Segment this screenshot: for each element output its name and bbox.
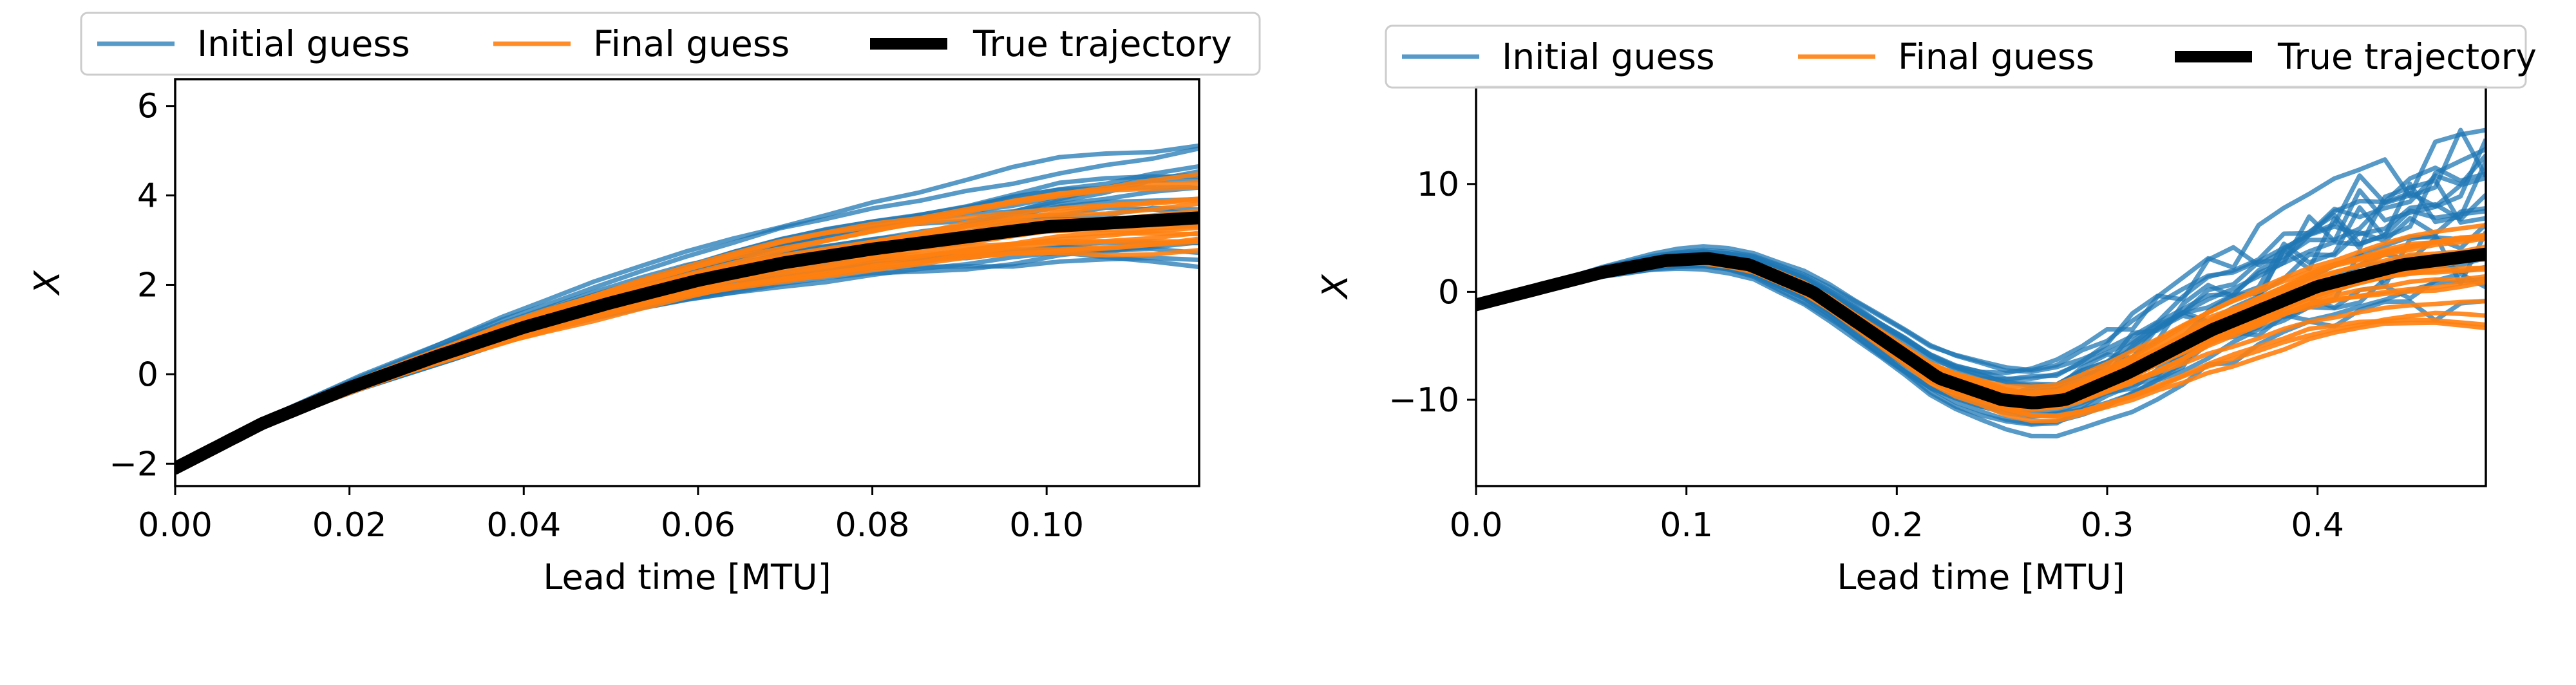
legend: Initial guess Final guess True trajectory bbox=[1385, 24, 2537, 89]
plot-area bbox=[175, 143, 1199, 475]
x-tick-label: 0.0 bbox=[1450, 506, 1503, 545]
y-tick-label: 2 bbox=[137, 266, 158, 305]
legend-label: True trajectory bbox=[972, 23, 1232, 64]
legend-box bbox=[1385, 24, 2527, 89]
x-tick-label: 0.2 bbox=[1870, 506, 1924, 545]
initial-guess-line bbox=[175, 221, 1199, 471]
y-tick-label: 0 bbox=[137, 355, 158, 394]
x-tick-label: 0.4 bbox=[2291, 506, 2344, 545]
true-trajectory-line bbox=[175, 211, 1199, 475]
legend-box bbox=[80, 12, 1261, 76]
legend-label: Initial guess bbox=[197, 23, 410, 64]
x-tick-label: 0.06 bbox=[661, 506, 735, 545]
true-trajectory-line bbox=[1476, 247, 2486, 409]
y-tick-label: 6 bbox=[137, 88, 158, 126]
y-axis-label: X bbox=[1315, 274, 1356, 301]
legend-label: Final guess bbox=[1898, 36, 2094, 77]
axes-frame bbox=[174, 78, 1200, 487]
y-tick-label: 0 bbox=[1438, 273, 1459, 312]
y-tick-label: 4 bbox=[137, 177, 158, 216]
x-tick-label: 0.10 bbox=[1009, 506, 1084, 545]
legend: Initial guess Final guess True trajectory bbox=[80, 12, 1261, 76]
plot-area bbox=[1476, 127, 2486, 438]
x-axis-label: Lead time [MTU] bbox=[1837, 557, 2125, 597]
x-tick-label: 0.1 bbox=[1660, 506, 1713, 545]
x-tick-label: 0.00 bbox=[138, 506, 213, 545]
y-axis-label: X bbox=[27, 270, 68, 297]
right-panel: 0.0 0.1 0.2 0.3 0.4 −10 0 10 Lead time [MTU] X Ini… bbox=[1315, 24, 2537, 597]
legend-label: Final guess bbox=[593, 23, 790, 64]
x-tick-label: 0.3 bbox=[2081, 506, 2134, 545]
y-tick-label: −10 bbox=[1388, 381, 1459, 420]
x-axis-label: Lead time [MTU] bbox=[543, 557, 831, 597]
x-tick-label: 0.08 bbox=[835, 506, 910, 545]
x-tick-label: 0.04 bbox=[486, 506, 561, 545]
legend-label: Initial guess bbox=[1502, 36, 1715, 77]
y-tick-label: 10 bbox=[1417, 165, 1459, 204]
left-panel: 0.00 0.02 0.04 0.06 0.08 0.10 −2 0 2 4 6 Lead time … bbox=[27, 12, 1261, 597]
legend-label: True trajectory bbox=[2277, 36, 2537, 77]
y-tick-label: −2 bbox=[109, 445, 158, 483]
x-tick-label: 0.02 bbox=[312, 506, 387, 545]
